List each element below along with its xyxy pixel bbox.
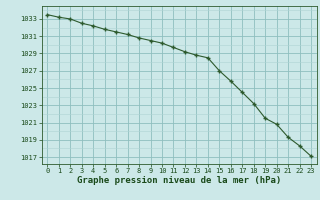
X-axis label: Graphe pression niveau de la mer (hPa): Graphe pression niveau de la mer (hPa) — [77, 176, 281, 185]
